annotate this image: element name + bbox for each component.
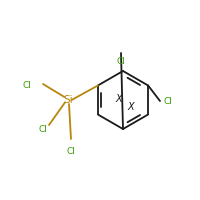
Text: X: X xyxy=(128,102,134,112)
Text: Si: Si xyxy=(63,95,73,105)
Text: Cl: Cl xyxy=(22,81,31,90)
Text: Cl: Cl xyxy=(117,57,125,66)
Text: Cl: Cl xyxy=(38,124,47,134)
Text: Cl: Cl xyxy=(67,146,75,156)
Text: X: X xyxy=(116,94,122,104)
Text: Cl: Cl xyxy=(164,97,173,106)
